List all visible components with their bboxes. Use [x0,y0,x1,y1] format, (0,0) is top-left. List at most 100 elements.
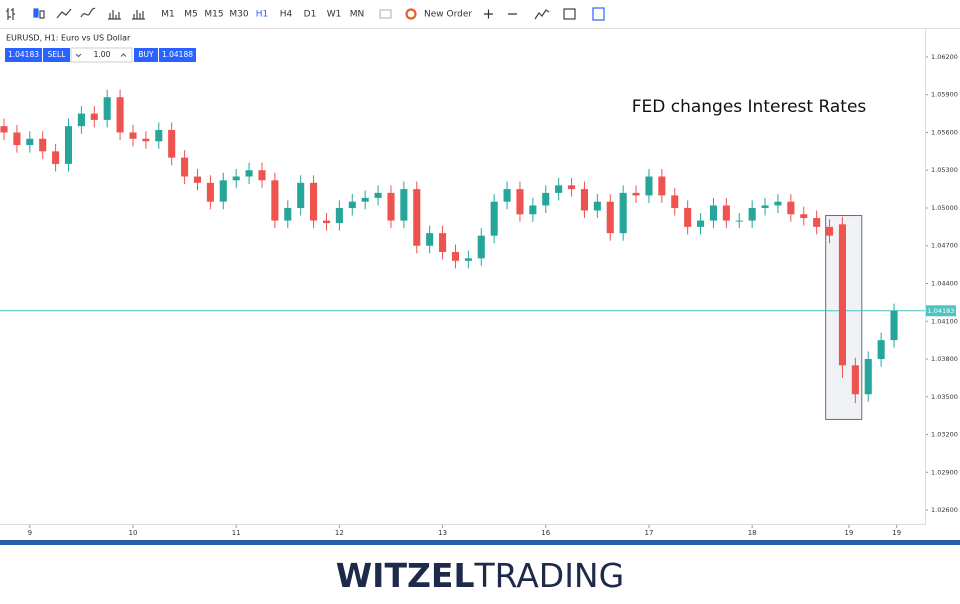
candle-body [864,359,872,395]
candle-body [761,205,769,208]
timeframe[interactable]: H1 [256,10,269,20]
candle-body [593,201,601,211]
y-tick-label: 1.06200 [931,53,958,61]
candle-body [568,185,576,190]
timeframe[interactable]: W1 [327,10,342,20]
x-tick-label: 11 [232,529,241,537]
timeframe[interactable]: M30 [229,10,248,20]
candle-body [155,129,163,142]
candle-body [52,151,60,164]
new-order[interactable]: New Order [424,10,472,20]
new-order-icon [405,8,417,20]
candle-body [516,189,524,215]
candle-body [787,201,795,215]
candle-body [181,157,189,177]
bid-price: 1.04183 [8,50,39,59]
candle-body [464,258,472,261]
candle-body [684,207,692,227]
candle-body [426,233,434,246]
candle-body [39,138,47,152]
x-tick-label: 10 [129,529,138,537]
timeframe[interactable]: M15 [204,10,223,20]
candle-body [580,189,589,211]
timeframes: M1 M5 M15 M30 H1 H4 D1 W1 MN [161,10,364,20]
x-tick-label: 17 [644,529,653,537]
candle-body [387,192,395,221]
candle-body [258,170,266,181]
x-tick-label: 13 [438,529,447,537]
candle-body [206,182,214,202]
candle-body [284,207,292,221]
toolbar-icons [6,7,605,21]
candle-body [310,182,318,221]
timeframe[interactable]: D1 [304,10,317,20]
volume-arrows[interactable] [75,53,127,58]
candle-body [645,176,653,196]
candle-body [0,126,8,133]
footer-bar [0,540,960,545]
bars-icon [6,8,15,20]
brand: WITZELTRADING [336,556,624,595]
candle-body [722,205,730,221]
timeframe[interactable]: M1 [161,10,175,20]
candle-body [774,201,782,206]
candle-body [168,129,176,158]
candle-body [748,207,756,221]
candle-body [825,226,834,236]
candle-body [632,192,640,196]
candle-body [129,132,137,139]
buy-label: BUY [138,50,154,59]
candle-body [26,138,34,146]
y-tick-label: 1.05900 [931,91,958,99]
y-tick-label: 1.02900 [931,468,958,476]
candle-body [219,180,227,202]
timeframe[interactable]: M5 [184,10,198,20]
line-icon [56,8,72,19]
indicator-icon [534,9,550,20]
annotation: FED changes Interest Rates [632,97,867,117]
candle-body [413,189,421,246]
candle-body [374,192,382,198]
toolbar [0,0,960,28]
y-tick-label: 1.05300 [931,166,958,174]
x-tick-label: 16 [541,529,550,537]
candle-body [232,176,240,181]
candle-body [90,113,98,120]
tick-icon [132,10,145,20]
calendar-icon [563,8,576,20]
candle-body [103,97,111,120]
candle-body [439,233,447,253]
candle-body [193,176,202,183]
timeframe[interactable]: H4 [280,10,293,20]
volume-input[interactable] [70,47,133,63]
symbol-title: EURUSD, H1: Euro vs US Dollar [6,34,131,43]
candle-body [542,192,550,206]
y-tick-label: 1.05000 [931,204,958,212]
candles-icon [39,10,45,19]
x-tick-label: 19 [892,529,901,537]
y-tick-label: 1.03200 [931,431,958,439]
sell-button[interactable] [43,48,70,62]
candle-body [658,176,666,196]
candle-body [77,113,85,127]
x-tick-label: 9 [28,529,32,537]
y-tick-label: 1.04100 [931,317,958,325]
candle-body [606,201,614,234]
disabled-icon [379,9,392,19]
y-tick-label: 1.04400 [931,279,958,287]
candle-body [709,205,718,221]
x-tick-label: 12 [335,529,344,537]
candle-body [271,180,279,221]
timeframe[interactable]: MN [350,10,365,20]
candle-body [297,182,305,208]
x-tick-label: 18 [748,529,757,537]
brand-bold: WITZEL [336,556,475,595]
x-tick-label: 19 [844,529,853,537]
buy-button[interactable] [134,48,158,62]
candle-body [800,214,808,219]
volume: 1.00 [94,50,111,59]
candle-body [890,310,898,341]
ask-box[interactable] [159,48,196,62]
candles-icon [33,8,39,18]
bid-box[interactable] [5,48,42,62]
